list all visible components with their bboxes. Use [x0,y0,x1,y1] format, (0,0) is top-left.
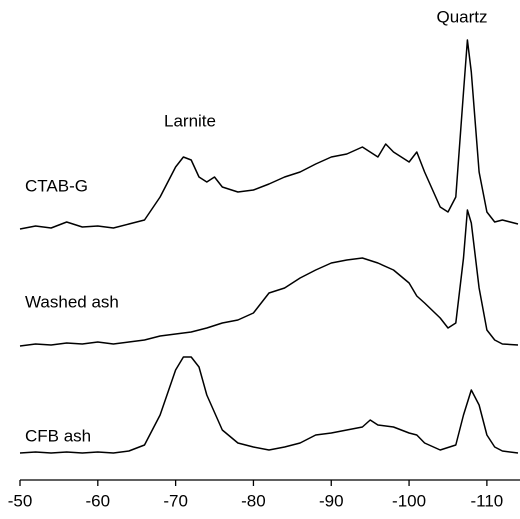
spectrum-line [19,209,519,347]
series-label: CFB ash [25,426,91,445]
x-tick-label: -80 [241,491,266,510]
x-tick-label: -50 [8,491,33,510]
series-label: Washed ash [25,292,119,311]
x-tick-label: -60 [86,491,111,510]
spectrum-line [19,39,519,230]
annotation: Larnite [164,111,216,130]
x-tick-label: -100 [392,491,426,510]
spectrum-line [19,356,519,454]
x-tick-label: -70 [163,491,188,510]
x-tick-label: -90 [319,491,344,510]
annotation: Quartz [436,7,487,26]
series-label: CTAB-G [25,176,88,195]
x-tick-label: -110 [470,491,503,510]
